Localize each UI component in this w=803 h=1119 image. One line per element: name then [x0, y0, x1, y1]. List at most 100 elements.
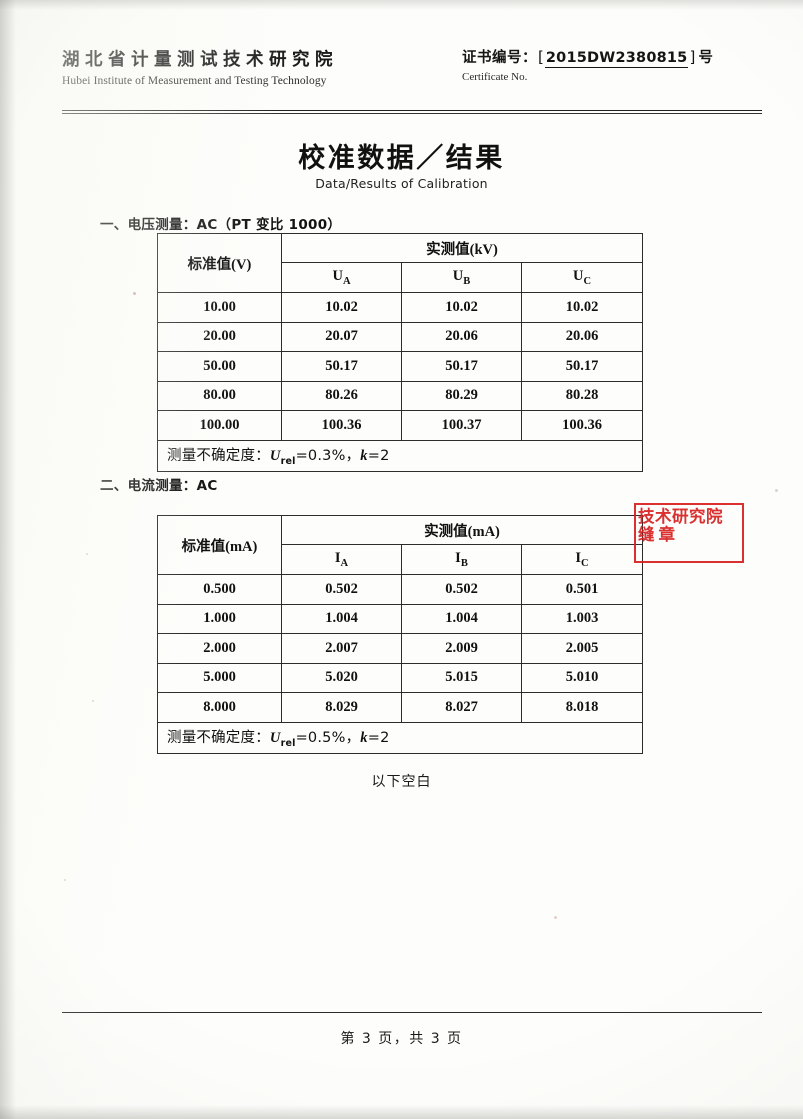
page-edge-shadow-bottom [0, 1105, 803, 1119]
certificate-number-value: 2015DW2380815 [544, 50, 689, 68]
cell-measured-a: 50.17 [281, 351, 402, 382]
uncertainty-label: 测量不确定度： [167, 448, 270, 465]
column-header-standard-value: 标准值(mA) [157, 515, 282, 575]
cell-measured-b: 0.502 [401, 574, 522, 605]
uncertainty-k-value: =2 [367, 730, 390, 747]
uncertainty-note-current: 测量不确定度：Urel=0.5%，k=2 [156, 721, 644, 754]
column-header-phase-c: IC [520, 544, 644, 575]
uncertainty-label: 测量不确定度： [167, 730, 270, 747]
cell-measured-c: 2.005 [520, 633, 644, 664]
cell-measured-a: 80.26 [281, 380, 402, 411]
scan-speck [133, 292, 136, 295]
table-row: 80.00 80.26 80.29 80.28 [157, 380, 643, 411]
footer-divider [62, 1012, 762, 1013]
cell-measured-c: 80.28 [521, 380, 643, 411]
cell-measured-b: 5.015 [401, 662, 522, 693]
stamp-line-1: 技术研究院 [638, 507, 723, 526]
column-header-phase-b: IB [401, 544, 522, 575]
uncertainty-symbol: U [269, 730, 281, 747]
uncertainty-subscript: rel [280, 455, 296, 467]
bracket-open: [ [538, 48, 544, 66]
cell-measured-a: 100.36 [281, 410, 402, 441]
cell-measured-a: 10.02 [281, 292, 402, 323]
phase-b-subscript: B [460, 557, 468, 569]
table-row: 50.00 50.17 50.17 50.17 [157, 351, 643, 382]
cell-standard-value: 20.00 [157, 321, 282, 352]
table-row: 100.00 100.36 100.37 100.36 [157, 410, 643, 441]
column-header-phase-a: UA [281, 262, 402, 293]
cell-measured-c: 8.018 [520, 692, 644, 723]
uncertainty-symbol: U [269, 448, 281, 465]
scan-speck [64, 879, 66, 881]
table-row: 2.000 2.007 2.009 2.005 [157, 633, 644, 664]
cell-measured-c: 1.003 [520, 603, 644, 634]
organization-name-en: Hubei Institute of Measurement and Testi… [62, 75, 327, 87]
cell-measured-c: 50.17 [521, 351, 643, 382]
cell-measured-b: 50.17 [401, 351, 522, 382]
voltage-measurement-table: 标准值(V) 实测值(kV) UA UB UC 10.00 10.02 10.02 1… [157, 233, 643, 472]
cell-measured-b: 100.37 [401, 410, 522, 441]
certificate-number-label: 证书编号： [462, 50, 537, 66]
page-title-cn: 校准数据／结果 [298, 143, 505, 174]
column-header-phase-b: UB [401, 262, 522, 293]
cell-measured-c: 100.36 [521, 410, 643, 441]
certificate-number-block: 证书编号： [ 2015DW2380815 ] 号 Certificate No… [456, 46, 762, 83]
cell-measured-c: 20.06 [521, 321, 643, 352]
cell-measured-a: 8.029 [281, 692, 402, 723]
cell-measured-a: 5.020 [281, 662, 402, 693]
scan-speck [775, 489, 778, 492]
page-title-en: Data/Results of Calibration [315, 176, 488, 191]
cell-standard-value: 50.00 [157, 351, 282, 382]
certificate-number-label-en: Certificate No. [462, 71, 528, 83]
cell-measured-a: 2.007 [281, 633, 402, 664]
uncertainty-k-symbol: k [360, 730, 368, 747]
cell-standard-value: 100.00 [157, 410, 282, 441]
table-row: 5.000 5.020 5.015 5.010 [157, 662, 644, 693]
column-header-measured-value: 实测值(kV) [281, 233, 643, 263]
cell-standard-value: 2.000 [157, 633, 282, 664]
document-header: 湖北省计量测试技术研究院 Hubei Institute of Measurem… [62, 46, 762, 87]
cell-standard-value: 10.00 [157, 292, 282, 323]
cell-standard-value: 8.000 [157, 692, 282, 723]
table-row: 20.00 20.07 20.06 20.06 [157, 321, 643, 352]
section-heading-voltage: 一、电压测量：AC（PT 变比 1000） [100, 217, 342, 233]
cell-standard-value: 80.00 [157, 380, 282, 411]
phase-c-subscript: C [581, 557, 589, 569]
phase-c-symbol: U [572, 268, 584, 285]
phase-a-symbol: U [332, 268, 343, 285]
cell-measured-b: 2.009 [401, 633, 522, 664]
cell-measured-a: 20.07 [281, 321, 402, 352]
cell-measured-c: 5.010 [520, 662, 644, 693]
cell-measured-a: 0.502 [281, 574, 402, 605]
cell-measured-b: 80.29 [401, 380, 522, 411]
cell-standard-value: 0.500 [157, 574, 282, 605]
table-row: 0.500 0.502 0.502 0.501 [157, 574, 644, 605]
cell-measured-b: 1.004 [401, 603, 522, 634]
cell-measured-a: 1.004 [281, 603, 402, 634]
current-measurement-table: 标准值(mA) 实测值(mA) IA IB IC 0.500 0.502 0.502… [156, 515, 644, 754]
uncertainty-value: =0.5%， [295, 730, 361, 747]
uncertainty-k-value: =2 [367, 448, 390, 465]
official-seal-stamp: 技术研究院 缝章 [634, 503, 744, 563]
column-header-measured-value: 实测值(mA) [280, 515, 644, 545]
phase-b-symbol: U [452, 268, 464, 285]
scan-speck [86, 553, 88, 555]
phase-c-subscript: C [583, 275, 592, 287]
phase-a-subscript: A [340, 557, 349, 569]
cell-standard-value: 5.000 [157, 662, 282, 693]
table-row: 8.000 8.029 8.027 8.018 [157, 692, 644, 723]
column-header-phase-c: UC [521, 262, 643, 293]
table-row: 10.00 10.02 10.02 10.02 [157, 292, 643, 323]
column-header-standard-value: 标准值(V) [157, 233, 282, 293]
certificate-number-suffix: 号 [698, 50, 713, 66]
organization-name-cn: 湖北省计量测试技术研究院 [62, 50, 338, 70]
uncertainty-subscript: rel [280, 737, 296, 749]
uncertainty-k-symbol: k [360, 448, 368, 465]
table-row: 1.000 1.004 1.004 1.003 [157, 603, 644, 634]
page-edge-shadow-top [0, 0, 803, 10]
uncertainty-value: =0.3%， [295, 448, 361, 465]
cell-measured-c: 10.02 [521, 292, 643, 323]
organization-block: 湖北省计量测试技术研究院 Hubei Institute of Measurem… [62, 46, 442, 87]
cell-standard-value: 1.000 [157, 603, 282, 634]
